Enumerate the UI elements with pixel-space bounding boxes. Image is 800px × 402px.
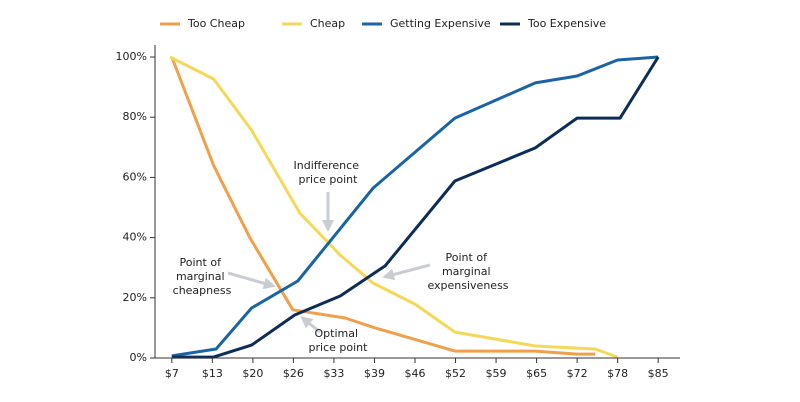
line bbox=[170, 56, 596, 356]
y-tick-label: 100% bbox=[116, 50, 147, 63]
line bbox=[169, 55, 619, 359]
x-tick-label: $7 bbox=[165, 367, 179, 380]
y-tick-label: 40% bbox=[123, 231, 147, 244]
legend-label: Cheap bbox=[310, 17, 345, 30]
x-tick-label: $59 bbox=[486, 367, 507, 380]
legend-label: Too Expensive bbox=[527, 17, 606, 30]
x-tick-label: $39 bbox=[364, 367, 385, 380]
y-tick-label: 20% bbox=[123, 291, 147, 304]
line bbox=[171, 56, 660, 359]
annotation: Point of marginal cheapness bbox=[173, 256, 232, 297]
annotation: Indifference price point bbox=[294, 159, 363, 186]
x-tick-label: $72 bbox=[567, 367, 588, 380]
legend-label: Getting Expensive bbox=[390, 17, 491, 30]
x-tick-label: $65 bbox=[526, 367, 547, 380]
x-tick-label: $13 bbox=[202, 367, 223, 380]
y-tick-label: 60% bbox=[123, 170, 147, 183]
legend-label: Too Cheap bbox=[187, 17, 245, 30]
y-tick-label: 0% bbox=[130, 351, 147, 364]
arrow bbox=[227, 271, 276, 290]
plot-area bbox=[169, 55, 660, 359]
x-tick-label: $33 bbox=[323, 367, 344, 380]
line bbox=[171, 55, 659, 358]
arrow bbox=[382, 263, 431, 281]
x-tick-label: $46 bbox=[405, 367, 426, 380]
annotation: Point of marginal expensiveness bbox=[427, 251, 508, 292]
x-tick-label: $26 bbox=[283, 367, 304, 380]
arrow bbox=[300, 316, 321, 334]
x-tick-label: $52 bbox=[445, 367, 466, 380]
annotation: Optimal price point bbox=[309, 327, 369, 354]
x-tick-label: $20 bbox=[242, 367, 263, 380]
y-tick-label: 80% bbox=[123, 110, 147, 123]
x-tick-label: $78 bbox=[607, 367, 628, 380]
x-tick-label: $85 bbox=[648, 367, 669, 380]
